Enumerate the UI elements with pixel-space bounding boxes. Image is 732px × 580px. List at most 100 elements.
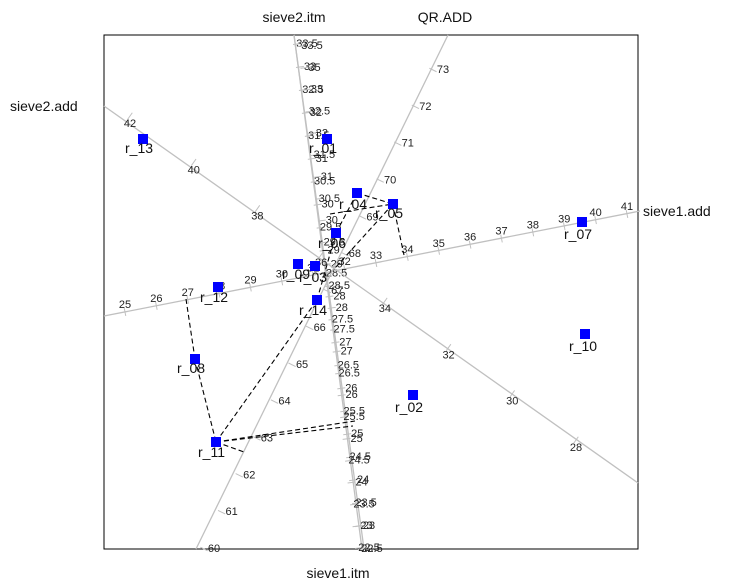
- tick-sieve2-itm: [322, 263, 331, 266]
- tick-qr-add: [270, 399, 279, 404]
- point-r-01: [322, 134, 332, 144]
- point-r-13: [138, 134, 148, 144]
- tick-sieve2-add: [190, 158, 197, 166]
- tick-label-sieve1-itm: 23: [363, 520, 375, 532]
- dashed-connector: [316, 232, 337, 301]
- tick-sieve2-add: [445, 343, 452, 351]
- tick-sieve2-itm: [345, 459, 354, 462]
- tick-label-sieve1-add: 38: [527, 219, 539, 231]
- tick-label-sieve1-itm: 27: [339, 336, 351, 348]
- tick-label-qr-add: 61: [225, 506, 237, 518]
- tick-label-sieve1-itm: 28: [333, 291, 345, 303]
- axis-title-sieve2-add: sieve2.add: [10, 98, 78, 114]
- tick-label-sieve2-add: 28: [570, 442, 582, 454]
- tick-label-sieve1-itm: 24.5: [349, 451, 370, 463]
- tick-label-sieve2-add: 40: [188, 164, 200, 176]
- point-label-r-09: r_09: [282, 266, 310, 282]
- tick-sieve2-itm: [330, 328, 339, 331]
- tick-label-sieve2-itm: 28: [336, 302, 348, 314]
- tick-sieve1-add: [406, 252, 409, 261]
- tick-sieve2-itm: [352, 525, 361, 528]
- point-r-05: [388, 199, 398, 209]
- tick-sieve2-itm: [335, 372, 344, 375]
- tick-sieve2-itm: [325, 285, 334, 288]
- tick-label-sieve2-itm: 28.5: [329, 280, 350, 292]
- tick-sieve1-add: [625, 209, 629, 219]
- tick-label-sieve1-add: 39: [558, 213, 570, 225]
- tick-label-sieve1-itm: 31: [316, 153, 328, 165]
- tick-sieve2-itm: [350, 503, 359, 506]
- tick-label-sieve1-add: 40: [590, 207, 602, 219]
- tick-label-sieve2-itm: 25: [350, 433, 362, 445]
- tick-qr-add: [323, 288, 332, 294]
- point-r-07: [577, 217, 587, 227]
- tick-label-sieve2-add: 32: [442, 349, 454, 361]
- tick-sieve1-itm: [310, 180, 319, 183]
- tick-label-sieve1-itm: 26.5: [338, 359, 359, 371]
- tick-qr-add: [429, 67, 437, 73]
- tick-qr-add: [393, 141, 402, 146]
- tick-sieve2-itm: [332, 350, 341, 353]
- tick-sieve2-add: [318, 251, 324, 259]
- tick-sieve1-add: [562, 222, 566, 231]
- tick-sieve2-itm: [347, 481, 356, 484]
- tick-label-sieve1-add: 35: [433, 238, 445, 250]
- tick-label-sieve2-itm: 26: [346, 389, 358, 401]
- tick-sieve2-itm: [340, 416, 349, 419]
- plot-frame: [103, 34, 639, 550]
- tick-sieve2-itm: [302, 88, 311, 91]
- tick-label-sieve1-itm: 32: [310, 107, 322, 119]
- tick-sieve2-itm: [337, 394, 346, 397]
- axis-title-sieve1-itm: sieve1.itm: [306, 565, 369, 580]
- tick-sieve1-itm: [325, 295, 334, 298]
- tick-label-qr-add: 66: [314, 322, 326, 334]
- tick-sieve2-add: [573, 436, 579, 444]
- tick-label-qr-add: 72: [419, 101, 431, 113]
- tick-label-sieve1-itm: 33.5: [296, 38, 317, 50]
- tick-label-sieve1-itm: 30.5: [314, 176, 335, 188]
- tick-label-sieve2-itm: 30.5: [319, 193, 340, 205]
- tick-label-sieve1-itm: 22.5: [361, 543, 382, 555]
- tick-label-sieve2-itm: 27: [341, 346, 353, 358]
- tick-label-sieve2-itm: 25.5: [343, 411, 364, 423]
- axis-qr-add: 60 61 62 63 64 65 66 67 68 69 70 71 72 73 QR.ADD: [195, 9, 472, 555]
- tick-label-sieve1-add: 25: [119, 299, 131, 311]
- point-r-04: [352, 188, 362, 198]
- tick-label-sieve1-itm: 26: [345, 382, 357, 394]
- tick-label-sieve1-itm: 33: [304, 61, 316, 73]
- tick-label-sieve2-itm: 35: [308, 62, 320, 74]
- tick-qr-add: [376, 178, 384, 183]
- tick-label-sieve2-add: 38: [251, 211, 263, 223]
- tick-label-sieve1-itm: 24: [357, 474, 369, 486]
- tick-label-sieve2-itm: 23: [360, 520, 372, 532]
- dashed-connector: [329, 203, 394, 215]
- tick-label-sieve2-itm: 22.5: [358, 542, 379, 554]
- tick-label-sieve1-add: 41: [621, 201, 633, 213]
- tick-label-sieve1-add: 37: [495, 226, 507, 238]
- point-label-r-13: r_13: [125, 140, 153, 156]
- tick-sieve1-itm: [301, 111, 310, 114]
- dashed-connector: [392, 203, 405, 256]
- tick-qr-add: [235, 473, 244, 478]
- tick-sieve2-itm: [315, 197, 324, 200]
- tick-label-sieve2-itm: 29.5: [324, 236, 345, 248]
- tick-sieve2-itm: [300, 66, 309, 69]
- tick-label-sieve1-itm: 27.5: [332, 313, 353, 325]
- tick-label-sieve1-itm: 25: [351, 428, 363, 440]
- tick-label-qr-add: 71: [402, 138, 414, 150]
- axis-sieve1-add: 2526272829303132333435363738394041sieve1…: [103, 201, 711, 317]
- point-label-r-08: r_08: [177, 360, 205, 376]
- point-r-11: [211, 437, 221, 447]
- tick-label-sieve2-itm: 23.5: [353, 498, 374, 510]
- tick-label-qr-add: 70: [384, 175, 396, 187]
- tick-label-sieve2-itm: 26.5: [338, 367, 359, 379]
- tick-sieve2-add: [254, 205, 261, 213]
- tick-label-sieve1-add: 33: [370, 250, 382, 262]
- tick-sieve1-add: [155, 301, 158, 310]
- tick-label-sieve2-itm: 33.5: [301, 40, 322, 52]
- point-label-r-03: r_03: [299, 269, 327, 285]
- tick-label-qr-add: 65: [296, 359, 308, 371]
- tick-label-sieve1-add: 27: [182, 287, 194, 299]
- tick-sieve1-itm: [304, 134, 313, 137]
- tick-sieve1-itm: [292, 42, 302, 46]
